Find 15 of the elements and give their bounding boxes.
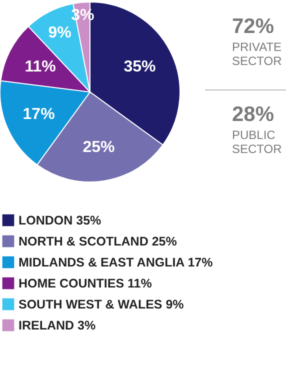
data-label: 25%: [82, 139, 115, 156]
legend-label: SOUTH WEST & WALES 9%: [18, 297, 184, 312]
text: PRIVATE SECTOR: [232, 40, 282, 68]
data-label: 17%: [22, 106, 55, 124]
legend-label: IRELAND 3%: [18, 318, 96, 332]
text: 28%: [232, 103, 274, 126]
legend-label: NORTH & SCOTLAND 25%: [18, 234, 177, 248]
data-label: 11%: [24, 58, 56, 76]
legend-label: HOME COUNTIES 11%: [18, 276, 152, 290]
legend-label: LONDON 35%: [18, 213, 102, 228]
legend-label: MIDLANDS & EAST ANGLIA 17%: [18, 255, 213, 270]
data-label: 9%: [48, 24, 72, 42]
text: 72%: [232, 15, 274, 38]
data-label: 35%: [124, 58, 156, 76]
text: PUBLIC SECTOR: [232, 128, 282, 156]
